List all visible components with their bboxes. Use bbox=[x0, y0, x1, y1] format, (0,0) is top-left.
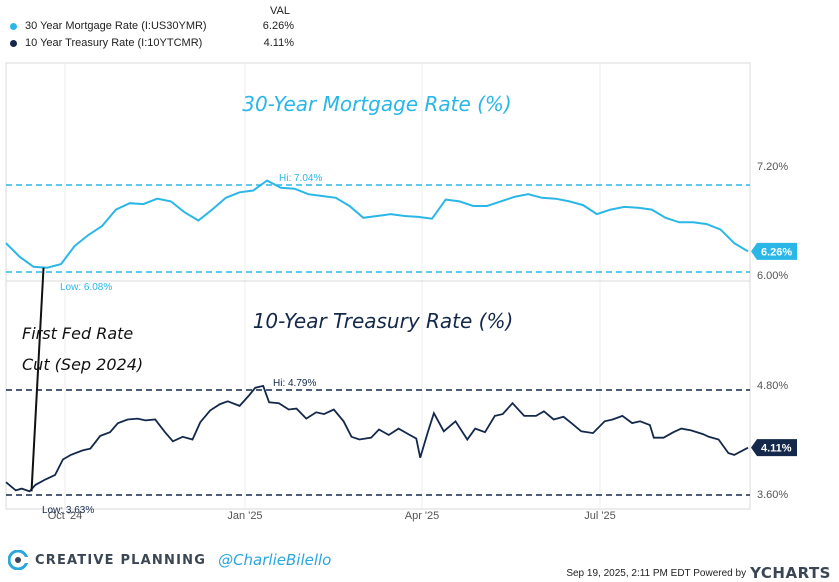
mortgage-tick-bottom: 6.00% bbox=[757, 270, 788, 282]
treasury-hi-label: Hi: 4.79% bbox=[273, 378, 316, 389]
fed-cut-annotation-line1: First Fed Rate bbox=[22, 324, 133, 343]
treasury-low-label: Low: 3.63% bbox=[42, 505, 94, 516]
mortgage-series-line[interactable] bbox=[5, 179, 749, 269]
treasury-series-line[interactable] bbox=[5, 384, 749, 493]
legend-header: VAL bbox=[270, 5, 290, 17]
mortgage-last-value-badge: 6.26% bbox=[751, 242, 797, 260]
mortgage-chart-title: 30-Year Mortgage Rate (%) bbox=[242, 92, 512, 116]
treasury-dot-icon bbox=[10, 39, 17, 47]
chart-area: 30-Year Mortgage Rate (%) 10-Year Treasu… bbox=[5, 62, 797, 522]
x-tick-jan: Jan '25 bbox=[227, 510, 262, 522]
plot-frame bbox=[5, 62, 751, 510]
twitter-handle[interactable]: @CharlieBilello bbox=[218, 551, 332, 569]
treasury-chart-title: 10-Year Treasury Rate (%) bbox=[253, 309, 514, 333]
treasury-last-value-badge: 4.11% bbox=[751, 439, 797, 457]
footer-branding: CREATIVE PLANNING @CharlieBilello bbox=[8, 548, 331, 572]
timestamp-text: Sep 19, 2025, 2:11 PM EDT Powered by bbox=[566, 567, 747, 579]
mortgage-low-label: Low: 6.08% bbox=[60, 282, 112, 293]
fed-cut-annotation-line bbox=[30, 267, 45, 492]
creative-planning-logo-icon bbox=[8, 550, 28, 570]
treasury-tick-top: 4.80% bbox=[757, 380, 788, 392]
legend-item-mortgage[interactable]: 30 Year Mortgage Rate (I:US30YMR) bbox=[10, 20, 207, 32]
legend-item-treasury[interactable]: 10 Year Treasury Rate (I:10YTCMR) bbox=[10, 37, 202, 49]
treasury-last-value: 4.11% bbox=[761, 443, 792, 455]
legend-label-treasury: 10 Year Treasury Rate (I:10YTCMR) bbox=[25, 37, 203, 49]
mortgage-tick-top: 7.20% bbox=[757, 161, 788, 173]
mortgage-last-value: 6.26% bbox=[761, 246, 792, 258]
legend: VAL 30 Year Mortgage Rate (I:US30YMR) 6.… bbox=[0, 0, 320, 56]
legend-value-mortgage: 6.26% bbox=[262, 20, 294, 32]
x-tick-apr: Apr '25 bbox=[405, 510, 440, 522]
legend-label-mortgage: 30 Year Mortgage Rate (I:US30YMR) bbox=[25, 20, 207, 32]
x-tick-oct: Oct '24 bbox=[48, 510, 83, 522]
legend-value-treasury: 4.11% bbox=[263, 37, 294, 49]
brand-name: CREATIVE PLANNING bbox=[35, 552, 207, 568]
ycharts-logo[interactable]: YCHARTS bbox=[750, 564, 831, 582]
mortgage-hi-label: Hi: 7.04% bbox=[279, 173, 322, 184]
fed-cut-annotation-line2: Cut (Sep 2024) bbox=[22, 355, 143, 374]
x-tick-jul: Jul '25 bbox=[584, 510, 615, 522]
mortgage-dot-icon bbox=[10, 22, 17, 30]
treasury-tick-bottom: 3.60% bbox=[757, 489, 788, 501]
footer-timestamp: Sep 19, 2025, 2:11 PM EDT Powered by YCH… bbox=[566, 564, 831, 582]
